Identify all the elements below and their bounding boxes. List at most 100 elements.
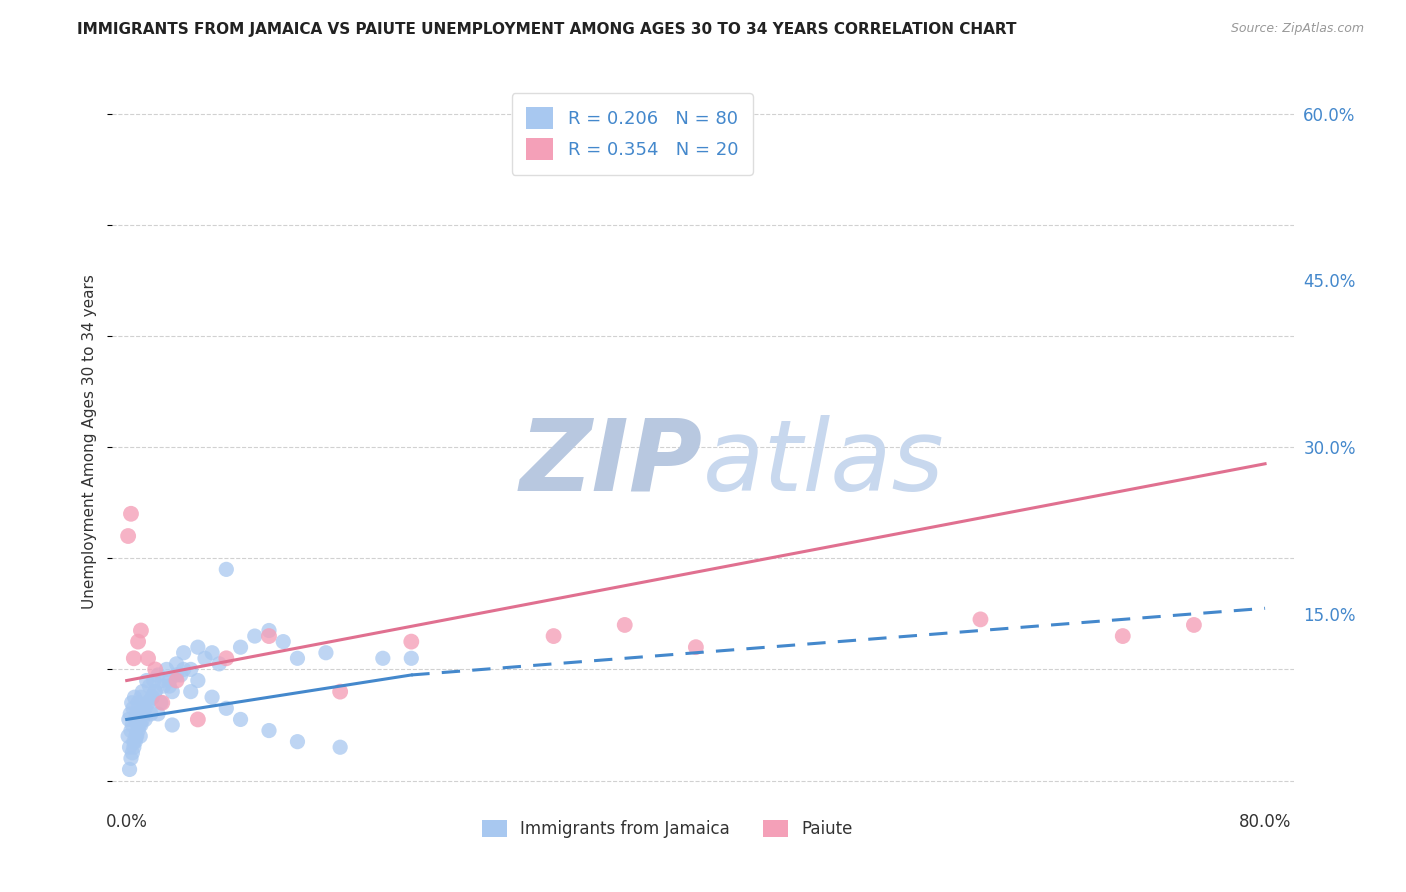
Point — [1182, 618, 1205, 632]
Point — [187, 713, 209, 727]
Legend: Immigrants from Jamaica, Paiute: Immigrants from Jamaica, Paiute — [475, 814, 860, 845]
Point — [215, 562, 238, 576]
Text: ZIP: ZIP — [520, 415, 703, 512]
Text: IMMIGRANTS FROM JAMAICA VS PAIUTE UNEMPLOYMENT AMONG AGES 30 TO 34 YEARS CORRELA: IMMIGRANTS FROM JAMAICA VS PAIUTE UNEMPL… — [77, 22, 1017, 37]
Point — [149, 696, 172, 710]
Point — [138, 679, 160, 693]
Y-axis label: Unemployment Among Ages 30 to 34 years: Unemployment Among Ages 30 to 34 years — [82, 274, 97, 609]
Point — [121, 718, 143, 732]
Point — [125, 706, 148, 721]
Point — [166, 657, 188, 671]
Point — [1112, 629, 1135, 643]
Point — [136, 696, 159, 710]
Point — [118, 713, 141, 727]
Point — [287, 734, 309, 748]
Point — [315, 646, 337, 660]
Text: atlas: atlas — [703, 415, 945, 512]
Point — [146, 668, 169, 682]
Point — [208, 657, 231, 671]
Point — [139, 706, 162, 721]
Point — [685, 640, 707, 655]
Point — [141, 690, 163, 705]
Point — [143, 684, 166, 698]
Point — [136, 651, 159, 665]
Point — [127, 718, 149, 732]
Point — [613, 618, 636, 632]
Point — [132, 701, 155, 715]
Point — [128, 706, 150, 721]
Point — [162, 684, 184, 698]
Point — [173, 646, 195, 660]
Point — [371, 651, 394, 665]
Point — [120, 751, 142, 765]
Point — [257, 629, 280, 643]
Point — [243, 629, 266, 643]
Point — [201, 646, 224, 660]
Point — [122, 740, 145, 755]
Point — [127, 634, 149, 648]
Point — [135, 673, 157, 688]
Point — [215, 651, 238, 665]
Point — [543, 629, 565, 643]
Point — [122, 651, 145, 665]
Text: Source: ZipAtlas.com: Source: ZipAtlas.com — [1230, 22, 1364, 36]
Point — [127, 696, 149, 710]
Point — [180, 684, 202, 698]
Point — [125, 729, 148, 743]
Point — [131, 713, 153, 727]
Point — [229, 640, 252, 655]
Point — [143, 684, 166, 698]
Point — [129, 690, 152, 705]
Point — [166, 673, 188, 688]
Point — [157, 679, 180, 693]
Point — [155, 662, 177, 676]
Point — [122, 701, 145, 715]
Point — [129, 718, 152, 732]
Point — [162, 718, 184, 732]
Point — [134, 713, 156, 727]
Point — [150, 696, 173, 710]
Point — [187, 640, 209, 655]
Point — [124, 713, 146, 727]
Point — [201, 690, 224, 705]
Point — [143, 662, 166, 676]
Point — [271, 634, 294, 648]
Point — [157, 673, 180, 688]
Point — [329, 740, 352, 755]
Point — [125, 729, 148, 743]
Point — [180, 662, 202, 676]
Point — [134, 701, 156, 715]
Point — [166, 668, 188, 682]
Point — [120, 723, 142, 738]
Point — [173, 662, 195, 676]
Point — [120, 706, 142, 721]
Point — [121, 696, 143, 710]
Point — [120, 507, 142, 521]
Point — [136, 696, 159, 710]
Point — [152, 679, 174, 693]
Point — [128, 718, 150, 732]
Point — [150, 673, 173, 688]
Point — [287, 651, 309, 665]
Point — [141, 690, 163, 705]
Point — [129, 729, 152, 743]
Point — [401, 651, 423, 665]
Point — [132, 706, 155, 721]
Point — [124, 690, 146, 705]
Point — [401, 634, 423, 648]
Point — [257, 624, 280, 638]
Point — [118, 763, 141, 777]
Point — [146, 706, 169, 721]
Point — [215, 701, 238, 715]
Point — [117, 529, 139, 543]
Point — [194, 651, 217, 665]
Point — [142, 673, 165, 688]
Point — [969, 612, 991, 626]
Point — [124, 734, 146, 748]
Point — [229, 713, 252, 727]
Point — [122, 734, 145, 748]
Point — [118, 740, 141, 755]
Point — [257, 723, 280, 738]
Point — [187, 673, 209, 688]
Point — [131, 684, 153, 698]
